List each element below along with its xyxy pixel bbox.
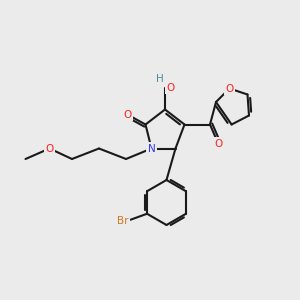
Text: Br: Br <box>117 216 129 226</box>
Text: H: H <box>156 74 164 84</box>
Text: O: O <box>45 143 54 154</box>
Text: O: O <box>123 110 132 120</box>
Text: N: N <box>148 143 155 154</box>
Text: O: O <box>225 83 234 94</box>
Text: O: O <box>214 139 223 149</box>
Text: O: O <box>166 82 175 93</box>
